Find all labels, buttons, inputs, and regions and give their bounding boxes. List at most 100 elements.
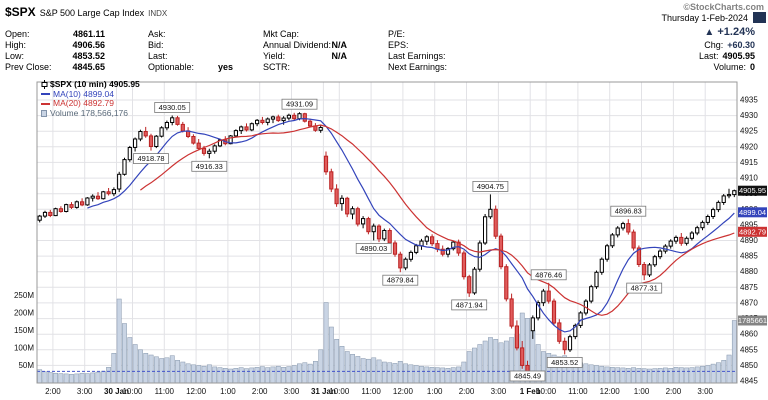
svg-text:4930: 4930: [740, 111, 758, 120]
change-value: +60.30: [727, 40, 755, 50]
svg-text:11:00: 11:00: [155, 387, 175, 396]
index-name: S&P 500 Large Cap Index: [39, 8, 145, 18]
field-value: 4853.52: [72, 51, 105, 61]
volume-axis-labels: 250M 200M 150M 100M 50M: [14, 291, 34, 370]
svg-text:4890: 4890: [740, 236, 758, 245]
svg-text:4860: 4860: [740, 330, 758, 339]
legend-ma10-label: MA(10): [53, 88, 81, 99]
field-label: Bid:: [148, 40, 164, 50]
plot-border: [36, 81, 738, 384]
y-axis-labels: 4845485048554860486548704875488048854890…: [740, 96, 758, 386]
legend-ma20-value: 4892.79: [83, 98, 114, 108]
field-label: P/E:: [388, 29, 406, 39]
svg-text:4925: 4925: [740, 127, 758, 136]
quote-field-row: Open: 4861.11: [5, 29, 105, 40]
field-label: Yield:: [263, 51, 286, 61]
svg-text:4910: 4910: [740, 174, 758, 183]
quote-fields-col3: Mkt Cap: Annual Dividend: N/A Yield: N/A SCTR…: [263, 29, 347, 73]
field-label: Ask:: [148, 29, 166, 39]
legend-series: $SPX (10 min) 4905.95: [41, 79, 140, 90]
field-label: Open:: [5, 29, 30, 39]
corner-marker: [753, 12, 766, 23]
svg-text:10:00: 10:00: [122, 387, 143, 396]
quote-field-row: Yield: N/A: [263, 51, 347, 62]
last-row: Last: 4905.95: [699, 51, 755, 62]
quote-field-row: Last Earnings:: [388, 51, 500, 62]
svg-text:4899.04: 4899.04: [739, 208, 766, 217]
field-value: yes: [217, 62, 233, 72]
svg-text:4905.95: 4905.95: [739, 186, 766, 195]
field-label: High:: [5, 40, 27, 50]
svg-text:4845.49: 4845.49: [514, 372, 541, 381]
svg-text:1785661: 1785661: [738, 316, 767, 325]
quote-field-row: EPS:: [388, 40, 500, 51]
percent-change-value: +1.24%: [717, 26, 755, 38]
svg-text:2:00: 2:00: [666, 387, 682, 396]
last-label: Last:: [698, 51, 719, 61]
quote-field-row: Annual Dividend: N/A: [263, 40, 347, 51]
field-label: Annual Dividend:: [263, 40, 332, 50]
svg-text:2:00: 2:00: [252, 387, 268, 396]
legend-volume-label: Volume: [50, 107, 79, 118]
quote-fields-col2: Ask: Bid: Last: Optionable: yes: [148, 29, 233, 73]
field-label: Last:: [148, 51, 168, 61]
quote-field-row: Mkt Cap:: [263, 29, 347, 40]
legend-volume-value: 178,566,176: [80, 107, 129, 118]
svg-text:4930.05: 4930.05: [159, 103, 186, 112]
field-value: 4861.11: [72, 29, 105, 39]
svg-text:4916.33: 4916.33: [196, 162, 223, 171]
svg-text:4870: 4870: [740, 298, 758, 307]
svg-text:4875: 4875: [740, 283, 758, 292]
volume-value: 0: [749, 62, 755, 72]
svg-text:1 Feb: 1 Feb: [520, 387, 541, 396]
svg-text:4885: 4885: [740, 252, 758, 261]
quote-field-row: Low: 4853.52: [5, 51, 105, 62]
field-label: Next Earnings:: [388, 62, 448, 72]
up-arrow-icon: ▲: [704, 27, 715, 38]
candlestick-icon: [41, 80, 48, 90]
field-value: 4906.56: [72, 40, 105, 50]
svg-text:2:00: 2:00: [45, 387, 61, 396]
svg-text:1:00: 1:00: [634, 387, 650, 396]
svg-text:4855: 4855: [740, 345, 758, 354]
svg-text:4879.84: 4879.84: [387, 276, 414, 285]
symbol: $SPX: [5, 5, 36, 19]
svg-text:4895: 4895: [740, 220, 758, 229]
svg-text:250M: 250M: [14, 291, 34, 300]
legend-volume: Volume 178,566,176: [41, 107, 140, 119]
chart-date: Thursday 1-Feb-2024: [661, 13, 748, 23]
field-label: Prev Close:: [5, 62, 52, 72]
svg-text:4890.03: 4890.03: [360, 244, 387, 253]
field-label: Optionable:: [148, 62, 195, 72]
svg-text:30 Jan: 30 Jan: [104, 387, 129, 396]
svg-text:4871.94: 4871.94: [456, 300, 483, 309]
quote-field-row: Ask:: [148, 29, 233, 40]
change-label: Chg:: [704, 40, 724, 50]
svg-text:12:00: 12:00: [600, 387, 621, 396]
field-label: Last Earnings:: [388, 51, 446, 61]
svg-text:2:00: 2:00: [459, 387, 475, 396]
quote-field-row: High: 4906.56: [5, 40, 105, 51]
svg-text:3:00: 3:00: [284, 387, 300, 396]
svg-text:4918.78: 4918.78: [137, 154, 164, 163]
field-label: Mkt Cap:: [263, 29, 300, 39]
volume-row: Volume: 0: [699, 62, 755, 73]
percent-change: ▲ +1.24%: [704, 26, 755, 38]
quote-summary-right: Chg: +60.30 Last: 4905.95 Volume: 0: [699, 40, 755, 73]
svg-text:4935: 4935: [740, 96, 758, 105]
legend-series-value: 4905.95: [109, 79, 140, 89]
chart-legend: $SPX (10 min) 4905.95 MA(10) 4899.04 MA(…: [41, 79, 140, 119]
volume-bars: [37, 298, 737, 384]
quote-field-row: Bid:: [148, 40, 233, 51]
svg-text:200M: 200M: [14, 309, 34, 318]
svg-text:1:00: 1:00: [427, 387, 443, 396]
ma20-swatch: [41, 102, 50, 105]
svg-text:3:00: 3:00: [491, 387, 507, 396]
svg-text:4920: 4920: [740, 142, 758, 151]
right-value-boxes: 4905.95 4899.04 4892.79 1785661: [738, 185, 767, 326]
svg-text:3:00: 3:00: [697, 387, 713, 396]
change-row: Chg: +60.30: [699, 40, 755, 51]
ma10-line: [87, 117, 735, 333]
field-value: N/A: [331, 40, 348, 50]
